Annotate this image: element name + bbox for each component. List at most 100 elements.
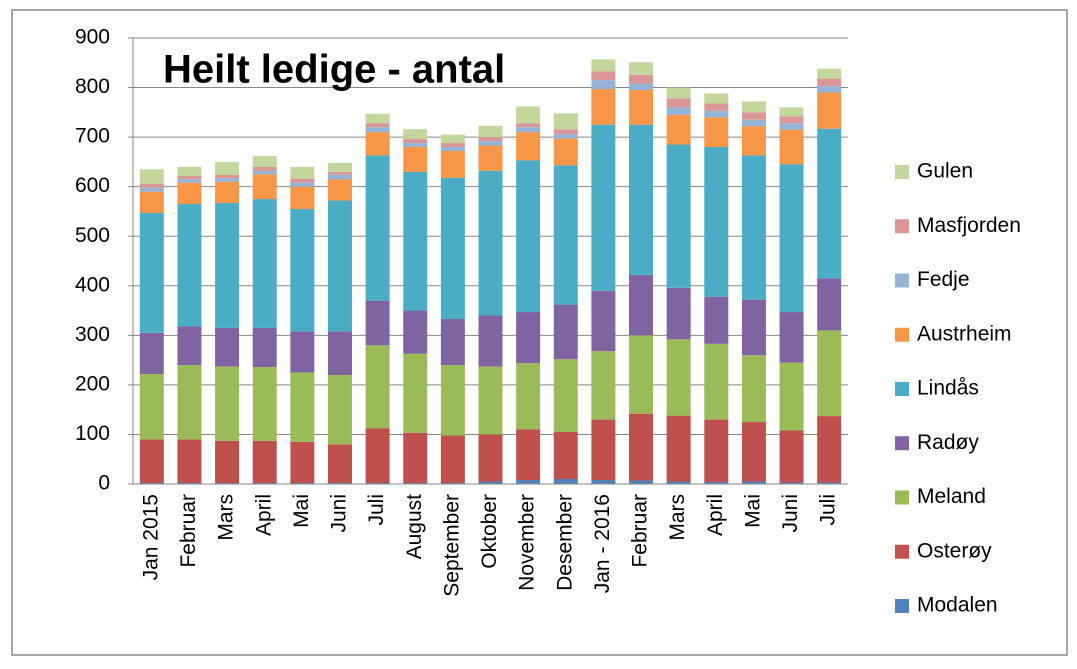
legend-label: Modalen [917, 594, 998, 617]
bar-segment [365, 113, 390, 124]
bar-segment [365, 155, 390, 301]
y-tick-label: 900 [75, 26, 110, 49]
bar-segment [741, 126, 766, 156]
bar-segment [553, 129, 578, 135]
bar-segment [516, 127, 541, 133]
bar-segment [440, 143, 465, 148]
x-tick-label: August [403, 494, 426, 560]
bar-segment [629, 413, 654, 481]
bar-segment [741, 481, 766, 484]
x-tick-label: Juni [328, 494, 351, 533]
bar-segment [779, 164, 804, 313]
bar-segment [215, 161, 240, 175]
bar-segment [553, 134, 578, 139]
bar-segment [403, 147, 428, 172]
x-tick-label: Mars [215, 494, 238, 541]
bar-segment [327, 174, 352, 180]
legend-swatch [895, 599, 909, 613]
bar-segment [704, 296, 729, 344]
bar-segment [666, 144, 691, 288]
x-tick-label: Oktober [478, 494, 501, 569]
bar-segment [478, 315, 503, 367]
bar-segment [741, 112, 766, 120]
bar-segment [516, 106, 541, 124]
bar-segment [215, 174, 240, 179]
bar-segment [177, 179, 202, 183]
bar-segment [440, 177, 465, 319]
bar-segment [704, 419, 729, 483]
bar-segment [403, 139, 428, 144]
bar-segment [478, 170, 503, 316]
bar-segment [779, 107, 804, 117]
bar-segment [817, 416, 842, 483]
bar-segment [817, 278, 842, 331]
bar-segment [553, 304, 578, 360]
legend-swatch [895, 327, 909, 342]
bar-segment [177, 182, 202, 205]
bar-segment [478, 145, 503, 171]
bar-segment [666, 98, 691, 108]
bar-segment [817, 330, 842, 417]
bar-segment [516, 132, 541, 161]
bar-segment [478, 366, 503, 435]
bar-segment [365, 127, 390, 133]
bar-segment [139, 439, 164, 484]
legend-label: Meland [917, 485, 986, 508]
bar-segment [403, 171, 428, 311]
bar-segment [139, 212, 164, 333]
legend-label: Radøy [917, 431, 979, 454]
bar-segment [327, 171, 352, 175]
bar-segment [139, 332, 164, 374]
bar-segment [629, 335, 654, 414]
y-tick-label: 100 [75, 422, 110, 445]
bar-segment [139, 373, 164, 440]
x-tick-label: Mai [290, 494, 313, 528]
bar-segment [779, 312, 804, 363]
bar-segment [327, 444, 352, 484]
bar-segment [403, 353, 428, 433]
bar-segment [177, 326, 202, 366]
bar-segment [365, 123, 390, 128]
bar-segment [817, 78, 842, 87]
x-tick-label: Juli [817, 494, 840, 526]
bar-segment [290, 372, 315, 442]
bar-segment [817, 92, 842, 129]
bar-segment [817, 86, 842, 93]
x-tick-label: Februar [629, 494, 652, 568]
bar-segment [591, 419, 616, 481]
bar-segment [741, 299, 766, 356]
bar-segment [553, 138, 578, 166]
x-tick-label: April [252, 494, 275, 536]
x-tick-label: Desember [553, 494, 576, 591]
bar-segment [516, 480, 541, 484]
bar-segment [327, 374, 352, 445]
bar-segment [516, 363, 541, 430]
bar-segment [177, 365, 202, 440]
bar-segment [139, 187, 164, 192]
bar-segment [516, 312, 541, 364]
bar-segment [516, 429, 541, 481]
bar-segment [704, 117, 729, 148]
legend-swatch [895, 382, 909, 396]
bar-segment [365, 132, 390, 156]
bar-segment [629, 83, 654, 91]
bar-segment [478, 125, 503, 138]
bar-segment [666, 87, 691, 99]
bar-segment [591, 80, 616, 90]
bar-segment [252, 174, 277, 200]
bar-segment [177, 175, 202, 180]
legend-swatch [895, 436, 909, 451]
bar-segment [817, 482, 842, 484]
bar-segment [704, 93, 729, 104]
bar-segment [440, 134, 465, 144]
bar-segment [629, 74, 654, 84]
bar-segment [553, 431, 578, 480]
bar-segment [139, 183, 164, 188]
y-tick-label: 700 [75, 125, 110, 148]
legend-swatch [895, 219, 909, 234]
y-tick-label: 800 [75, 75, 110, 98]
bar-segment [553, 113, 578, 130]
bar-segment [779, 129, 804, 165]
x-tick-label: Mars [666, 494, 689, 541]
bar-segment [704, 110, 729, 118]
